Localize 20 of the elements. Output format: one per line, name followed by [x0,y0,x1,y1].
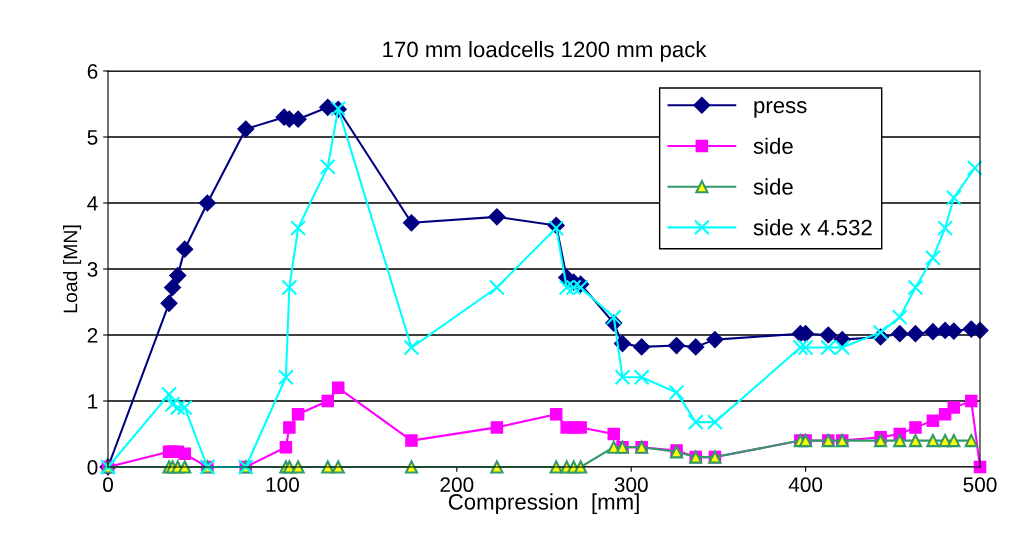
chart-title: 170 mm loadcells 1200 mm pack [383,41,707,62]
y-tick-label: 3 [87,262,98,277]
legend-label: side [753,178,793,195]
x-tick-label: 100 [266,477,299,493]
x-tick-label: 0 [103,477,113,493]
legend-label: side [753,137,793,154]
legend-label: press [754,101,807,118]
y-tick-label: 6 [87,64,98,79]
y-tick-label: 2 [87,328,98,343]
x-tick-label: 500 [963,477,997,493]
y-tick-label: 4 [87,196,98,211]
x-tick-label: 300 [614,477,648,493]
y-tick-label: 0 [87,460,98,475]
x-axis-title: Compression [mm] [448,493,639,515]
x-tick-label: 200 [440,477,474,493]
y-tick-label: 5 [87,130,98,145]
legend-label: side x 4.532 [753,219,872,236]
y-tick-label: 1 [88,394,98,409]
x-tick-label: 400 [788,477,823,493]
y-axis-title: Load [MN] [63,225,82,313]
